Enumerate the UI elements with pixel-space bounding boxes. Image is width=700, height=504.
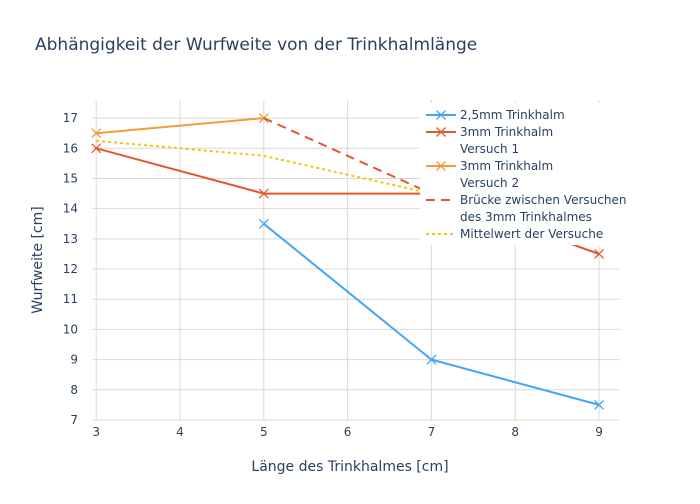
y-tick-label: 12 [63, 262, 78, 276]
legend-label: Versuch 1 [460, 142, 519, 156]
data-point-marker[interactable] [258, 218, 269, 229]
legend-item[interactable]: 3mm Trinkhalm Versuch 1 [426, 125, 553, 156]
y-tick-label: 11 [63, 292, 78, 306]
legend-item[interactable]: Mittelwert der Versuche [426, 227, 603, 241]
legend-marker [436, 161, 446, 171]
y-tick-label: 16 [63, 141, 78, 155]
y-tick-label: 13 [63, 232, 78, 246]
series-4 [96, 139, 432, 195]
legend-label: des 3mm Trinkhalmes [460, 210, 592, 224]
y-tick-label: 15 [63, 171, 78, 185]
legend-label: 3mm Trinkhalm [460, 159, 553, 173]
data-point-marker[interactable] [426, 354, 437, 365]
series-3 [263, 117, 432, 195]
y-tick-label: 10 [63, 322, 78, 336]
chart-title: Abhängigkeit der Wurfweite von der Trink… [35, 35, 477, 55]
legend-label: Brücke zwischen Versuchen [460, 193, 626, 207]
x-tick-label: 3 [92, 425, 100, 439]
series-0 [258, 218, 605, 410]
data-point-marker[interactable] [594, 249, 605, 259]
legend-item[interactable]: 2,5mm Trinkhalm [426, 108, 565, 122]
y-axis-ticks: 7 8 9 10 11 12 13 14 15 16 17 [63, 111, 78, 427]
x-tick-label: 9 [595, 425, 603, 439]
y-tick-label: 8 [70, 383, 78, 397]
y-tick-label: 17 [63, 111, 78, 125]
data-point-marker[interactable] [91, 128, 102, 139]
legend-label: Versuch 2 [460, 176, 519, 190]
legend-item[interactable]: Brücke zwischen Versuchen des 3mm Trinkha… [426, 193, 626, 224]
series-line [263, 117, 432, 195]
legend-label: 2,5mm Trinkhalm [460, 108, 565, 122]
legend-background [420, 103, 620, 245]
data-point-marker[interactable] [258, 188, 269, 199]
series-group [91, 113, 605, 410]
x-axis-title: Länge des Trinkhalmes [cm] [251, 459, 448, 475]
series-line [96, 139, 432, 195]
y-axis-title: Wurfweite [cm] [30, 206, 46, 313]
x-axis-ticks: 3 4 5 6 7 8 9 [92, 425, 602, 439]
legend-label: Mittelwert der Versuche [460, 227, 603, 241]
x-tick-label: 7 [428, 425, 436, 439]
series-line [96, 117, 264, 135]
y-tick-label: 7 [70, 413, 78, 427]
x-tick-label: 5 [260, 425, 268, 439]
y-tick-label: 14 [63, 202, 78, 216]
x-tick-label: 4 [176, 425, 184, 439]
y-tick-label: 9 [70, 353, 78, 367]
legend-marker [436, 127, 446, 137]
x-tick-label: 8 [511, 425, 519, 439]
x-tick-label: 6 [344, 425, 352, 439]
legend-label: 3mm Trinkhalm [460, 125, 553, 139]
data-point-marker[interactable] [594, 399, 605, 410]
data-point-marker[interactable] [91, 143, 102, 154]
legend-item[interactable]: 3mm Trinkhalm Versuch 2 [426, 159, 553, 190]
legend-marker [436, 110, 446, 120]
